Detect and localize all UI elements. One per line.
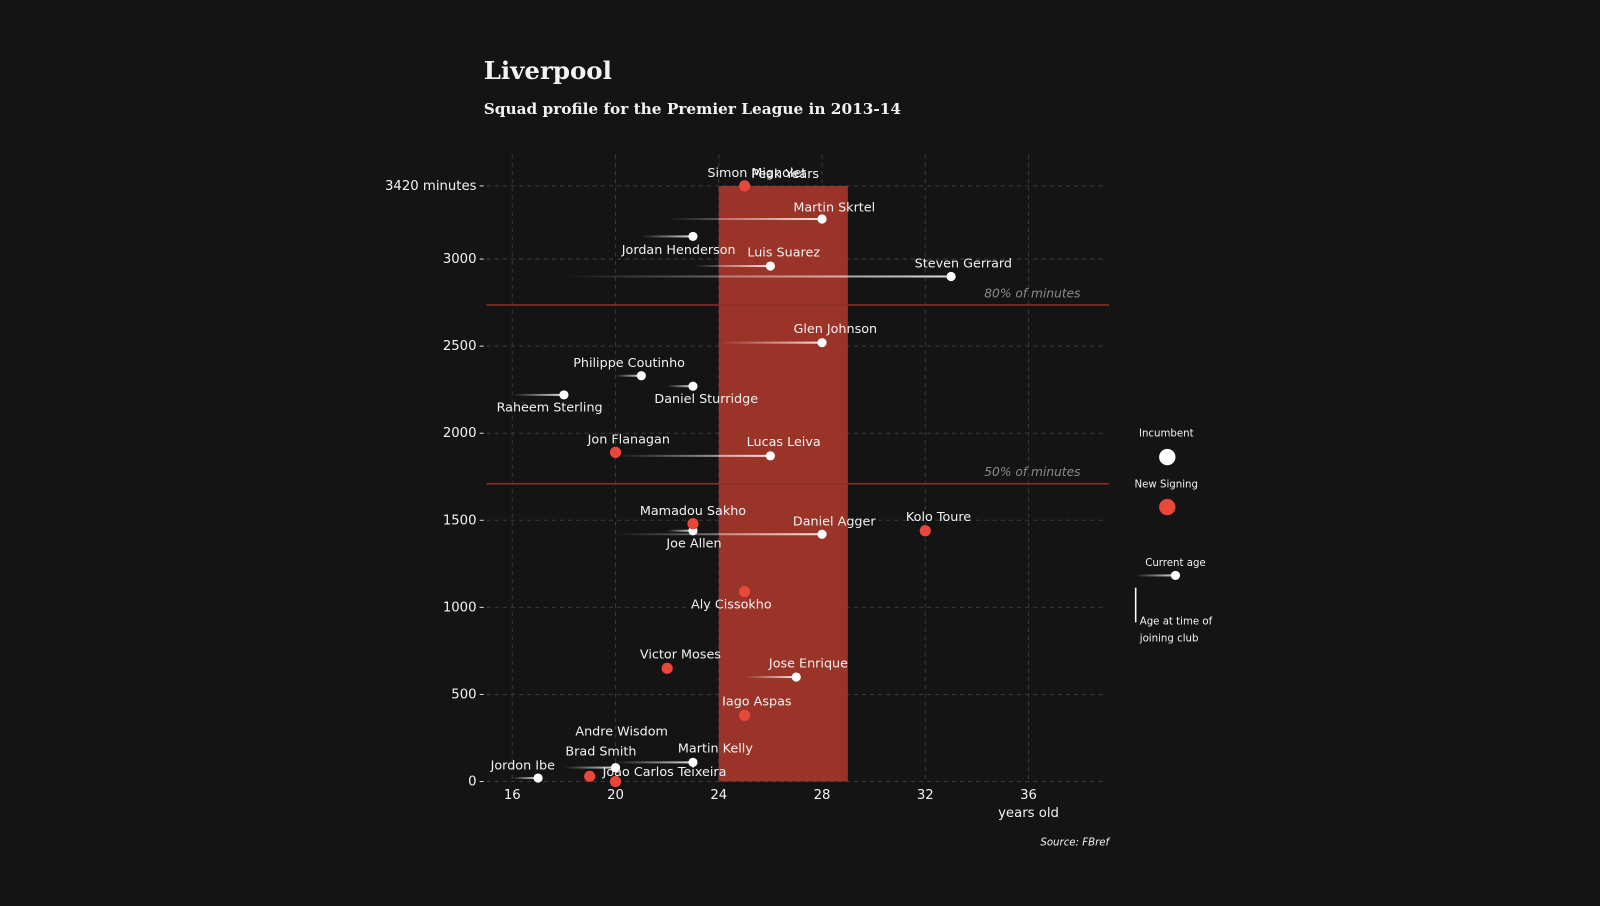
tenure-line	[667, 529, 693, 532]
incumbent-point	[636, 371, 646, 381]
incumbent-point	[610, 763, 621, 773]
incumbent-point	[791, 672, 801, 682]
player-label: Aly Cissokho	[691, 597, 772, 612]
legend-marker	[1170, 570, 1181, 581]
incumbent-point	[688, 757, 698, 767]
x-tick-label: 32	[917, 788, 934, 803]
player-label: Brad Smith	[565, 744, 636, 759]
tenure-line	[512, 393, 564, 396]
y-tick-label: 2000	[443, 426, 477, 441]
player-label: Lucas Leiva	[747, 435, 821, 450]
player-label: Glen Johnson	[793, 322, 877, 337]
legend-label: Current age	[1145, 558, 1205, 569]
plot: 80% of minutes 50% of minutes Peak Years Ma…	[486, 166, 1110, 788]
incumbent-point	[946, 271, 956, 282]
reference-label: 50% of minutes	[984, 465, 1081, 479]
legend-line	[1135, 574, 1176, 577]
new-signing-point	[919, 525, 931, 537]
player-label: Martin Kelly	[678, 742, 753, 757]
player-label: Joao Carlos Teixeira	[602, 765, 727, 780]
reference-label: 80% of minutes	[984, 286, 1081, 300]
tenure-line	[641, 235, 693, 238]
tenure-line	[667, 385, 693, 388]
player-label: Raheem Sterling	[497, 401, 603, 416]
player-label: Andre Wisdom	[575, 724, 668, 739]
new-signing-point	[609, 775, 622, 788]
x-axis-label: years old	[998, 806, 1059, 821]
x-tick-label: 24	[710, 788, 727, 803]
incumbent-point	[688, 231, 698, 242]
player-label: Daniel Agger	[793, 514, 876, 529]
tenure-line	[615, 374, 642, 377]
tenure-line	[615, 454, 771, 457]
new-signing-point	[609, 446, 622, 458]
legend-label: Incumbent	[1139, 429, 1194, 440]
band-label: Peak Years	[751, 167, 819, 182]
new-signing-point	[661, 662, 673, 674]
incumbent-point	[817, 529, 827, 539]
y-tick-label: 3420 minutes	[385, 179, 477, 194]
y-tick-label: 2500	[443, 339, 477, 354]
legend-label: New Signing	[1135, 480, 1198, 491]
player-label: Daniel Sturridge	[654, 392, 758, 407]
new-signing-point	[584, 770, 596, 782]
source: Source: FBref	[1040, 838, 1110, 849]
tenure-line	[563, 275, 952, 278]
new-signing-point	[738, 586, 751, 598]
incumbent-point	[765, 261, 776, 271]
x-tick-label: 28	[814, 788, 831, 803]
legend-marker	[1159, 498, 1176, 516]
legend-marker	[1159, 448, 1176, 466]
incumbent-point	[533, 773, 543, 783]
player-label: Kolo Toure	[906, 510, 971, 525]
tenure-line	[615, 761, 693, 764]
player-label: Victor Moses	[640, 648, 721, 663]
chart-subtitle: Squad profile for the Premier League in …	[484, 100, 902, 118]
tenure-line	[667, 217, 823, 221]
incumbent-point	[559, 390, 569, 400]
y-tick-label: 500	[451, 687, 476, 702]
player-label: Martin Skrtel	[793, 200, 875, 215]
new-signing-point	[738, 709, 751, 721]
x-tick-label: 16	[504, 788, 521, 803]
legend-label: Age at time of	[1140, 616, 1213, 627]
y-tick-label: 1500	[443, 513, 477, 528]
player-label: Jon Flanagan	[587, 433, 670, 448]
incumbent-point	[688, 381, 698, 391]
x-tick-label: 20	[607, 788, 624, 803]
x-tick-label: 36	[1020, 788, 1037, 803]
player-label: Jose Enrique	[768, 656, 848, 671]
player-label: Steven Gerrard	[915, 257, 1012, 272]
y-tick-label: 1000	[443, 600, 477, 615]
player-label: Philippe Coutinho	[573, 356, 685, 371]
new-signing-point	[738, 180, 751, 192]
new-signing-point	[687, 518, 699, 530]
player-label: Simon Mignolet	[707, 166, 806, 181]
tenure-line	[744, 676, 797, 679]
player-label: Luis Suarez	[747, 245, 820, 260]
y-tick-label: 0	[468, 775, 476, 790]
player-label: Joe Allen	[665, 537, 721, 552]
player-label: Jordon Ibe	[490, 758, 555, 773]
y-tick-label: 3000	[443, 252, 477, 267]
chart-title: Liverpool	[484, 56, 612, 85]
legend: Incumbent New Signing Current age Age at…	[1135, 429, 1213, 645]
incumbent-point	[817, 338, 827, 348]
tenure-line	[692, 265, 771, 268]
tenure-line	[718, 341, 823, 344]
incumbent-point	[765, 451, 776, 461]
player-label: Mamadou Sakho	[640, 504, 746, 519]
legend-label: joining club	[1139, 634, 1199, 645]
incumbent-point	[817, 214, 827, 224]
tenure-line	[615, 533, 823, 536]
tenure-line	[512, 777, 539, 780]
player-label: Jordan Henderson	[621, 243, 736, 258]
tenure-line	[563, 766, 616, 769]
player-label: Iago Aspas	[722, 695, 792, 710]
